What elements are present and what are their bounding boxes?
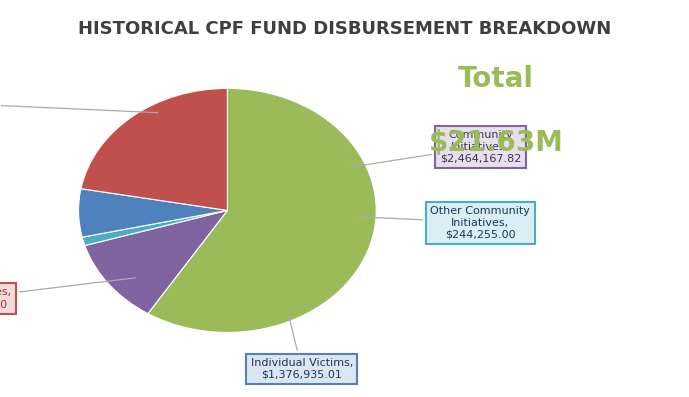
Wedge shape [148, 89, 376, 332]
Wedge shape [85, 210, 227, 314]
Wedge shape [81, 89, 227, 210]
Text: Individual Victims,
$1,376,935.01: Individual Victims, $1,376,935.01 [251, 311, 353, 380]
Text: Victim Services,
$4,792,500.00: Victim Services, $4,792,500.00 [0, 278, 135, 309]
Text: HISTORICAL CPF FUND DISBURSEMENT BREAKDOWN: HISTORICAL CPF FUND DISBURSEMENT BREAKDO… [78, 20, 611, 38]
Text: Law Enforcement
Agencies ,
$12,754,296.73: Law Enforcement Agencies , $12,754,296.7… [0, 87, 158, 119]
Wedge shape [79, 189, 227, 237]
Wedge shape [82, 210, 227, 246]
Text: Total: Total [458, 66, 534, 93]
Text: $21.63M: $21.63M [429, 129, 564, 157]
Text: Other Community
Initiatives,
$244,255.00: Other Community Initiatives, $244,255.00 [357, 206, 531, 239]
Text: Community
Initiatives,
$2,464,167.82: Community Initiatives, $2,464,167.82 [349, 130, 521, 167]
